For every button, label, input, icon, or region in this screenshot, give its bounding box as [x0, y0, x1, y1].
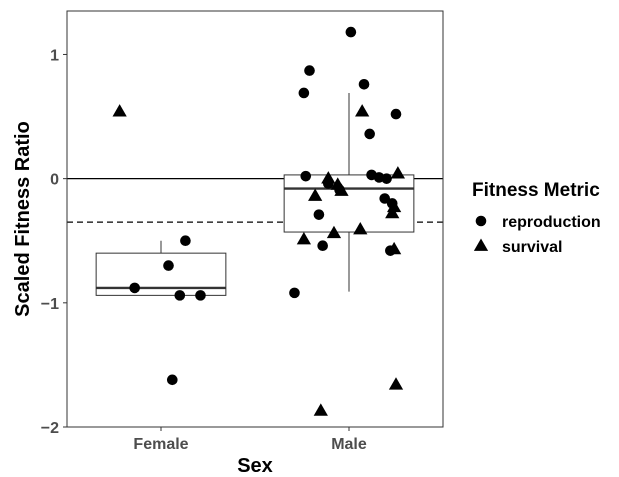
legend-key-reproduction — [475, 215, 487, 227]
point-reproduction — [166, 374, 178, 386]
x-tick-label: Male — [331, 436, 367, 453]
legend: Fitness Metric reproduction survival — [472, 180, 601, 256]
legend-label-survival: survival — [502, 239, 562, 256]
boxplot-male — [283, 92, 415, 292]
point-survival — [388, 377, 404, 390]
point-survival — [334, 183, 349, 196]
point-reproduction — [298, 87, 310, 99]
point-survival — [308, 188, 323, 201]
point-survival — [386, 241, 402, 255]
legend-item-reproduction: reproduction — [475, 214, 601, 231]
point-survival — [326, 225, 342, 239]
point-reproduction — [345, 26, 357, 38]
point-survival — [112, 104, 127, 117]
y-tick-label: −2 — [41, 420, 59, 437]
point-reproduction — [129, 282, 140, 294]
legend-label-reproduction: reproduction — [502, 214, 601, 231]
point-survival — [385, 205, 400, 219]
y-axis-title: Scaled Fitness Ratio — [12, 121, 34, 317]
point-reproduction — [379, 193, 391, 204]
point-reproduction — [358, 78, 370, 90]
point-reproduction — [317, 240, 328, 251]
boxplot-female — [95, 240, 227, 296]
point-reproduction — [300, 170, 312, 182]
point-survival — [313, 403, 328, 416]
point-reproduction — [313, 209, 325, 220]
y-tick-label: −1 — [41, 296, 59, 313]
point-reproduction — [381, 173, 392, 184]
point-reproduction — [364, 128, 375, 140]
y-tick-label: 0 — [50, 172, 59, 189]
legend-item-survival: survival — [473, 238, 562, 256]
plot-panel-border — [66, 10, 444, 428]
point-reproduction — [163, 260, 174, 271]
point-reproduction — [174, 290, 186, 301]
point-reproduction — [304, 65, 315, 76]
x-axis-title: Sex — [237, 455, 273, 477]
point-reproduction — [180, 235, 191, 247]
y-tick-label: 1 — [50, 47, 59, 64]
point-reproduction — [390, 108, 402, 120]
point-reproduction — [195, 290, 206, 301]
point-survival — [353, 222, 368, 235]
point-survival — [355, 104, 370, 117]
x-tick-label: Female — [133, 436, 188, 453]
point-survival — [321, 171, 336, 184]
point-survival — [390, 166, 406, 179]
legend-key-survival — [473, 238, 489, 251]
point-reproduction — [289, 287, 300, 299]
legend-title: Fitness Metric — [472, 180, 600, 201]
point-survival — [296, 231, 312, 245]
